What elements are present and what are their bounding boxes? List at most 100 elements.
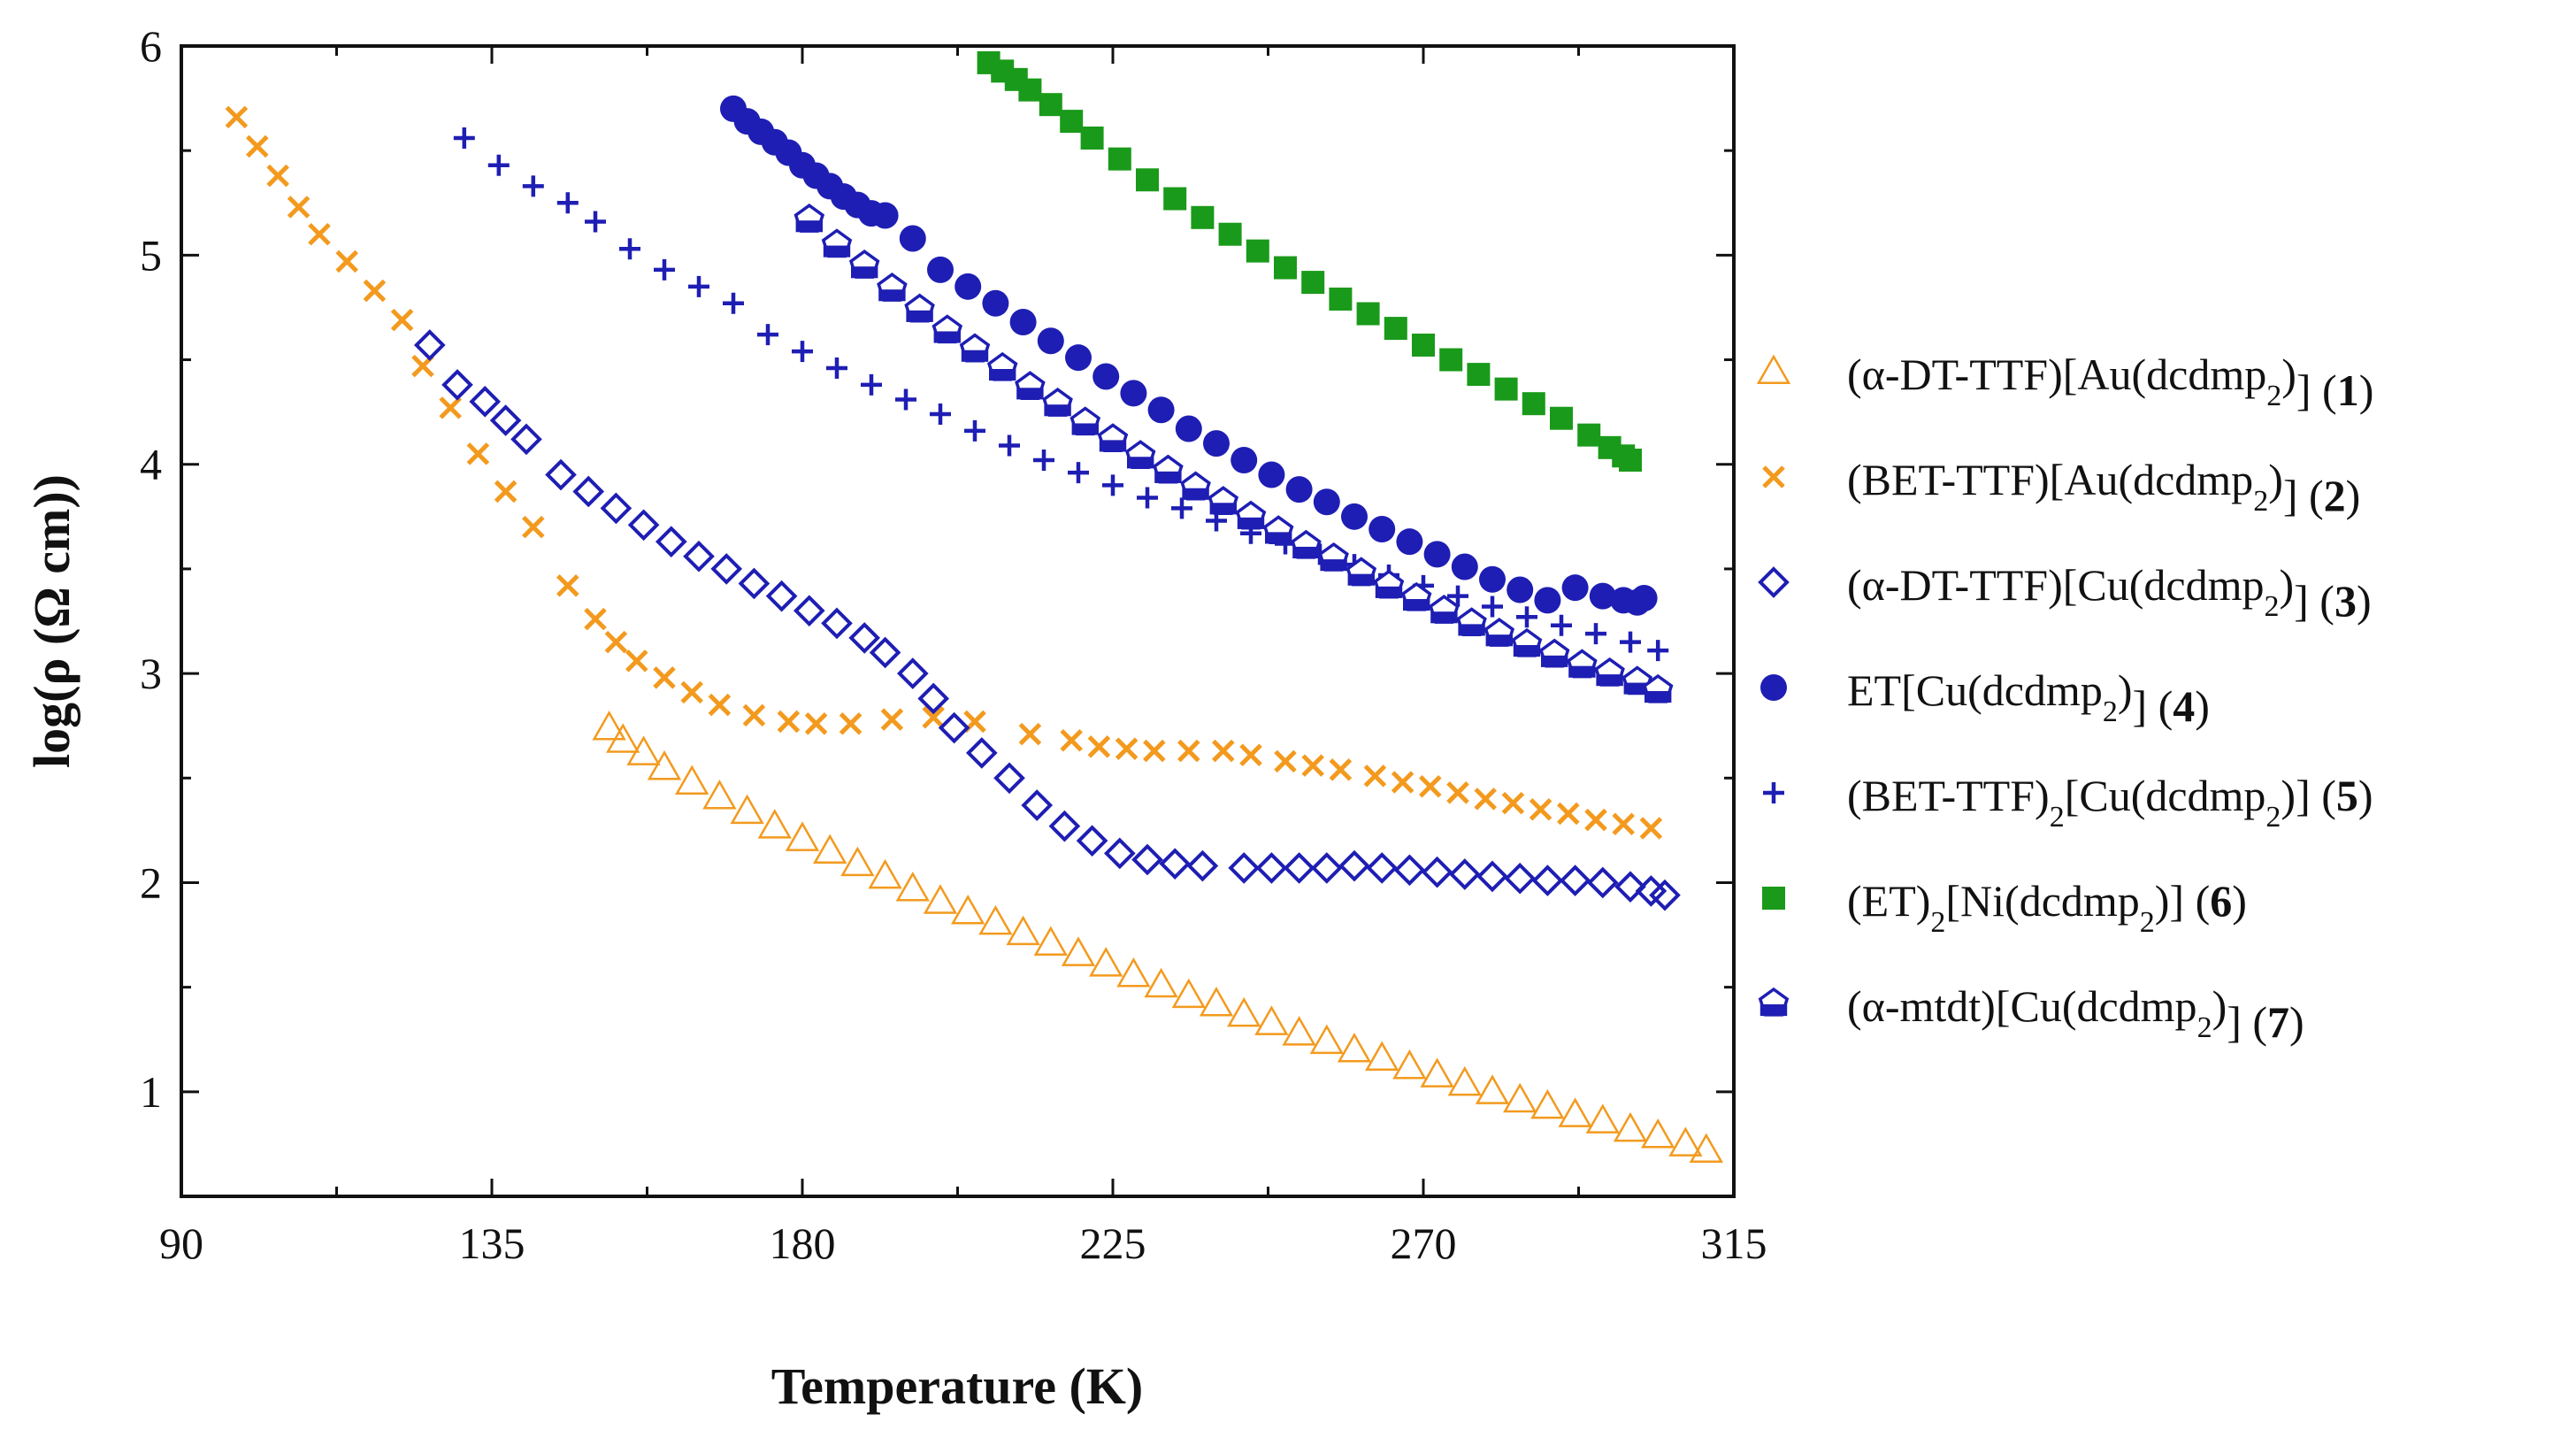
data-point <box>592 711 626 741</box>
data-point <box>1239 743 1262 767</box>
legend-tail: ] ( <box>2294 576 2334 626</box>
data-point <box>1649 879 1681 911</box>
data-point <box>1630 585 1658 611</box>
data-point <box>804 712 828 735</box>
data-point <box>1102 474 1123 496</box>
data-point <box>1585 1103 1620 1134</box>
data-point <box>999 434 1020 457</box>
legend-close: ) <box>2232 876 2247 926</box>
data-point <box>710 553 743 585</box>
legend-entry-5: (BET-TTF)2[Cu(dcdmp2)] (5) <box>1763 771 2373 834</box>
data-point <box>1475 1074 1510 1104</box>
pentagon-fill <box>1403 599 1430 611</box>
data-point <box>1484 618 1515 647</box>
x-tick-label: 90 <box>159 1218 203 1268</box>
data-point <box>1448 858 1481 890</box>
legend-close: ) <box>2346 471 2361 520</box>
data-point <box>1393 854 1426 887</box>
data-point <box>1097 423 1129 453</box>
pentagon-fill <box>1127 457 1154 469</box>
data-point <box>1015 371 1046 400</box>
data-point <box>951 895 985 925</box>
data-point <box>335 250 358 273</box>
data-point <box>653 666 676 689</box>
data-point <box>1329 288 1353 311</box>
data-point <box>1153 454 1184 484</box>
data-point <box>723 292 744 314</box>
series-3 <box>413 329 1681 911</box>
data-point <box>1392 1049 1427 1080</box>
data-point <box>1756 354 1791 384</box>
data-point <box>1763 782 1784 803</box>
pentagon-fill <box>1265 532 1292 544</box>
data-point <box>938 711 970 744</box>
series-2 <box>225 105 1663 840</box>
data-point <box>625 649 648 673</box>
data-point <box>1412 334 1435 357</box>
data-point <box>1366 852 1399 884</box>
data-point <box>895 872 930 902</box>
legend-num: 6 <box>2210 876 2232 926</box>
data-point <box>1171 978 1206 1009</box>
data-point <box>522 175 544 197</box>
legend-sub2: 2 <box>2266 801 2281 834</box>
data-point <box>1529 797 1552 821</box>
data-point <box>757 324 778 346</box>
data-point <box>545 458 577 491</box>
legend-tail: ] ( <box>2132 681 2173 731</box>
legend-num: 7 <box>2267 997 2289 1047</box>
x-tick-label: 225 <box>1080 1218 1146 1268</box>
pentagon-fill <box>1237 517 1265 529</box>
data-point <box>1589 582 1616 610</box>
y-tick-label: 3 <box>140 649 162 698</box>
data-point <box>1137 487 1158 509</box>
data-point <box>1076 825 1108 857</box>
series-7 <box>794 204 1674 703</box>
data-point <box>1124 440 1156 469</box>
pentagon-fill <box>1485 634 1513 647</box>
data-point <box>840 846 875 877</box>
pentagon-fill <box>1458 624 1485 636</box>
legend-mid: [Cu(dcdmp <box>2065 771 2266 820</box>
data-point <box>1758 987 1790 1017</box>
data-point <box>1115 737 1138 760</box>
data-point <box>510 423 542 456</box>
data-point <box>439 396 462 419</box>
data-point <box>917 682 950 715</box>
data-point <box>1191 205 1215 229</box>
data-point <box>1177 739 1200 763</box>
data-point <box>1561 574 1589 602</box>
data-point <box>688 275 709 297</box>
pentagon-fill <box>1099 440 1127 452</box>
data-point <box>1558 1097 1592 1127</box>
pentagon-fill <box>1071 423 1099 435</box>
pentagon-fill <box>1182 488 1209 500</box>
data-point <box>1254 1005 1289 1035</box>
legend-mid: ) <box>2212 981 2227 1031</box>
data-point <box>572 475 605 508</box>
data-point <box>1420 1057 1454 1088</box>
data-point <box>1391 771 1414 794</box>
legend-num: 2 <box>2324 471 2346 520</box>
data-point <box>1120 380 1147 407</box>
pentagon-fill <box>989 369 1016 381</box>
data-point <box>1116 957 1151 988</box>
data-point <box>1516 606 1537 628</box>
legend-close: ) <box>2357 576 2372 626</box>
data-point <box>765 580 798 612</box>
data-point <box>978 904 1013 935</box>
data-point <box>287 196 310 219</box>
data-point <box>1356 302 1380 326</box>
data-point <box>1230 447 1258 473</box>
legend-sub1: 2 <box>2264 590 2279 623</box>
data-point <box>1061 936 1096 966</box>
legend-tail: )] ( <box>2281 771 2335 820</box>
data-point <box>453 127 475 149</box>
data-point <box>441 369 473 401</box>
data-point <box>469 385 502 418</box>
data-point <box>363 279 387 303</box>
data-point <box>1467 363 1491 387</box>
data-point <box>877 273 908 302</box>
legend-label: (ET)2[Ni(dcdmp2)] (6) <box>1847 876 2247 939</box>
data-point <box>792 341 813 363</box>
